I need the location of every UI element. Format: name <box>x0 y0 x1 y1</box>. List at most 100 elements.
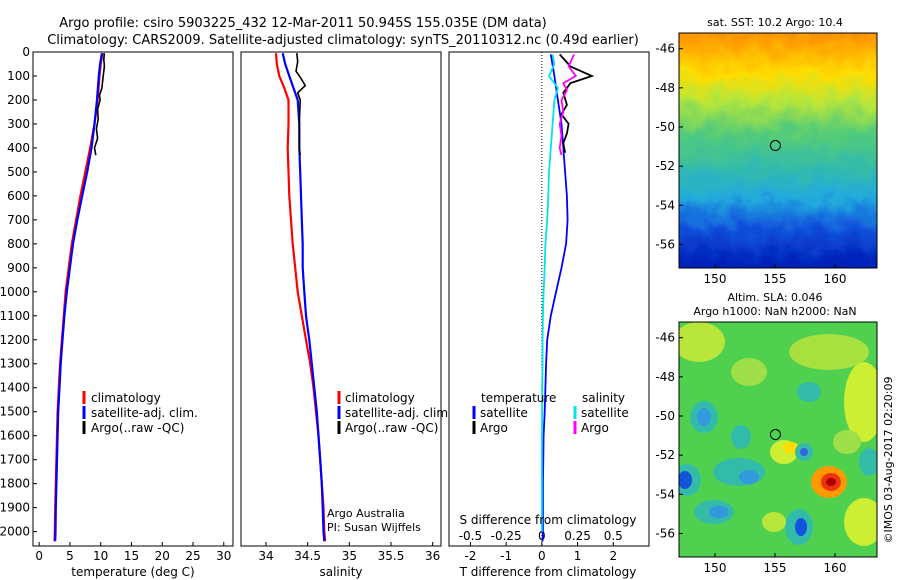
credit-pi-name: PI: Susan Wijffels <box>327 521 421 534</box>
sst-map-title: sat. SST: 10.2 Argo: 10.4 <box>707 16 843 29</box>
legend-label-sal-argo: Argo <box>581 421 609 435</box>
legend-label-satellite: satellite-adj. clim. <box>91 406 198 420</box>
difference-line-1 <box>559 53 595 153</box>
salinity-x-label: salinity <box>319 565 362 579</box>
legend-label-temp-satellite: satellite <box>480 406 528 420</box>
y-tick-label: 700 <box>7 213 30 227</box>
sst-map-frame <box>678 32 878 269</box>
legend-label-argo: Argo(..raw -QC) <box>91 421 184 435</box>
x-tick-label: 36 <box>425 549 440 563</box>
depth-y-ticks: 0 100 200 300 400 500 600 700 800 900 1000 1100 1200… <box>0 45 37 539</box>
sla-features <box>679 322 877 546</box>
series-line-1 <box>54 53 103 542</box>
legend-header-temperature: temperature <box>481 391 556 405</box>
x-tick-label: 34 <box>258 549 273 563</box>
legend-label-climatology: climatology <box>91 391 161 405</box>
temperature-x-ticks: 0 5 10 15 20 25 30 <box>35 542 231 563</box>
map-x-tick-label: 160 <box>824 561 847 575</box>
y-tick-label: 1000 <box>0 285 30 299</box>
y-tick-label: 1400 <box>0 381 30 395</box>
figure-title-line1: Argo profile: csiro 5903225_432 12-Mar-2… <box>59 16 547 31</box>
x-tick-label: 15 <box>124 549 139 563</box>
y-tick-label: 600 <box>7 189 30 203</box>
s-tick-label: -0.25 <box>491 529 522 543</box>
x-tick-label: -2 <box>464 549 476 563</box>
map-x-tick-label: 150 <box>704 561 727 575</box>
s-difference-x-ticks: -0.5 -0.25 0 0.25 0.5 <box>459 529 623 543</box>
sst-heatmap <box>679 33 877 268</box>
y-tick-label: 1800 <box>0 477 30 491</box>
y-tick-label: 1300 <box>0 357 30 371</box>
y-tick-label: 1700 <box>0 453 30 467</box>
difference-panel: -2 -1 0 1 2 -0.5 -0.25 0 0.25 0.5 S difference f… <box>448 51 650 579</box>
temperature-legend: climatology satellite-adj. clim. Argo(..… <box>82 391 198 435</box>
figure-title-line2: Climatology: CARS2009. Satellite-adjuste… <box>47 33 639 48</box>
legend-label-satellite: satellite-adj. clim. <box>345 406 452 420</box>
temperature-x-label: temperature (deg C) <box>71 565 194 579</box>
x-tick-label: 35 <box>342 549 357 563</box>
y-tick-label: 1500 <box>0 405 30 419</box>
temperature-panel: 0 5 10 15 20 25 30 0 100 200 300 400 500 600 700 800 90… <box>0 45 234 579</box>
map-y-tick-label: -50 <box>655 120 675 134</box>
legend-label-temp-argo: Argo <box>480 421 508 435</box>
y-tick-label: 2000 <box>0 525 30 539</box>
series-line-1 <box>281 52 326 542</box>
map-y-tick-label: -50 <box>655 409 675 423</box>
map-x-tick-label: 150 <box>704 272 727 286</box>
legend-label-argo: Argo(..raw -QC) <box>345 421 438 435</box>
x-tick-label: 0 <box>35 549 43 563</box>
series-line-2 <box>295 53 307 156</box>
salinity-legend: climatology satellite-adj. clim. Argo(..… <box>337 391 452 435</box>
legend-label-climatology: climatology <box>345 391 415 405</box>
s-difference-title: S difference from climatology <box>460 513 637 527</box>
sla-map-frame <box>678 321 878 558</box>
x-tick-label: 5 <box>66 549 74 563</box>
map-y-tick-label: -54 <box>655 198 675 212</box>
temperature-plot-frame <box>32 51 234 547</box>
y-tick-label: 200 <box>7 93 30 107</box>
map-y-tick-label: -56 <box>655 527 675 541</box>
salinity-plot-frame <box>240 51 442 547</box>
difference-line-2 <box>541 54 559 532</box>
y-tick-label: 400 <box>7 141 30 155</box>
series-line-2 <box>93 53 106 156</box>
sst-map-panel: sat. SST: 10.2 Argo: 10.4 150 155 160 -46 -4… <box>655 16 878 286</box>
y-tick-label: 1100 <box>0 309 30 323</box>
x-tick-label: 0 <box>538 549 546 563</box>
sla-map-title: Altim. SLA: 0.046 <box>727 291 822 304</box>
salinity-x-ticks: 34 34.5 35 35.5 36 <box>258 542 440 563</box>
x-tick-label: -1 <box>500 549 512 563</box>
sla-map-subtitle: Argo h1000: NaN h2000: NaN <box>693 305 856 318</box>
argo-location-marker <box>769 429 781 441</box>
s-tick-label: 0.25 <box>564 529 591 543</box>
y-tick-label: 1200 <box>0 333 30 347</box>
sla-map-panel: Altim. SLA: 0.046 Argo h1000: NaN h2000:… <box>655 291 878 575</box>
y-tick-label: 1900 <box>0 501 30 515</box>
map-y-tick-label: -48 <box>655 81 675 95</box>
salinity-series <box>274 52 327 542</box>
map-y-tick-label: -46 <box>655 331 675 345</box>
x-tick-label: 34.5 <box>294 549 321 563</box>
sst-field <box>679 33 877 268</box>
legend-label-sal-satellite: satellite <box>581 406 629 420</box>
difference-line-3 <box>558 54 578 156</box>
difference-legend: temperature salinity satellite Argo sate… <box>472 391 629 435</box>
y-tick-label: 800 <box>7 237 30 251</box>
s-tick-label: 0.5 <box>604 529 623 543</box>
x-tick-label: 25 <box>185 549 200 563</box>
x-tick-label: 1 <box>574 549 582 563</box>
salinity-panel: 34 34.5 35 35.5 36 salinity climatology sate… <box>240 51 452 579</box>
x-tick-label: 20 <box>155 549 170 563</box>
x-tick-label: 2 <box>609 549 617 563</box>
map-y-tick-label: -52 <box>655 159 675 173</box>
sla-heatmap <box>679 322 877 557</box>
y-tick-label: 300 <box>7 117 30 131</box>
difference-plot-frame <box>448 51 650 547</box>
sst-map-ticks: 150 155 160 -46 -48 -50 -52 -54 -56 <box>655 42 846 286</box>
x-tick-label: 30 <box>216 549 231 563</box>
map-x-tick-label: 155 <box>764 272 787 286</box>
x-tick-label: 35.5 <box>378 549 405 563</box>
t-difference-x-ticks: -2 -1 0 1 2 <box>464 542 617 563</box>
map-y-tick-label: -56 <box>655 238 675 252</box>
